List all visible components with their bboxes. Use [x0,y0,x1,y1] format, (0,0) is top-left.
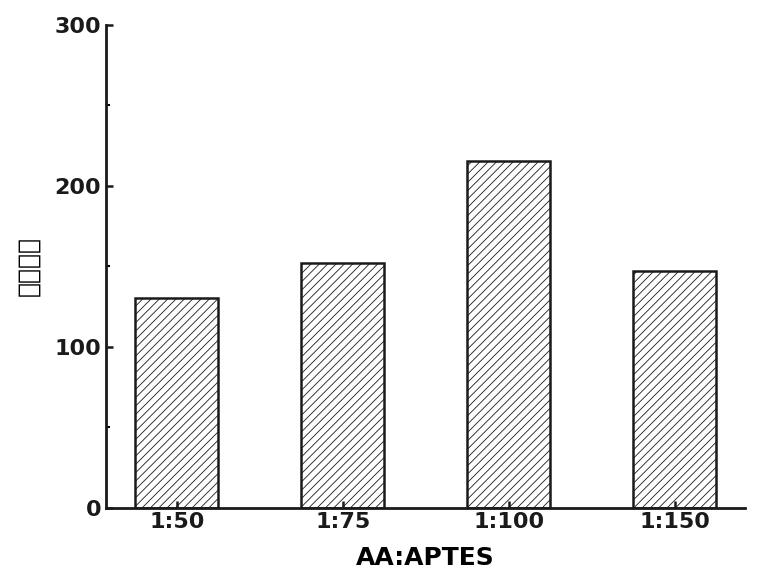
X-axis label: AA:APTES: AA:APTES [357,546,495,571]
Y-axis label: 荧光强度: 荧光强度 [17,236,40,296]
Bar [301,263,384,508]
Bar [467,161,550,508]
Bar [135,298,218,508]
Bar [633,271,716,508]
